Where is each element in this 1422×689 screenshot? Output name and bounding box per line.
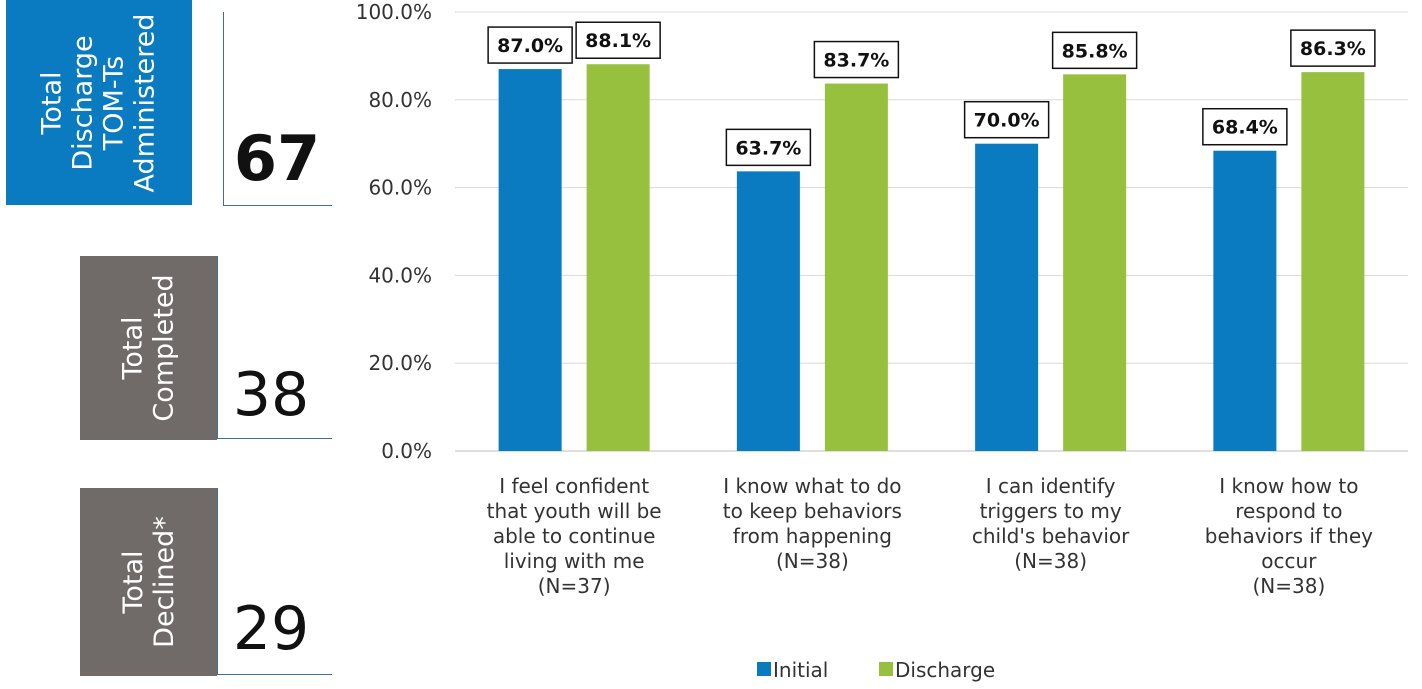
administered-value: 67 bbox=[233, 122, 321, 195]
y-axis-ticks: 0.0% 20.0% 40.0% 60.0% 80.0% 100.0% bbox=[356, 0, 432, 463]
data-label-box bbox=[1051, 31, 1138, 70]
completed-value: 38 bbox=[232, 360, 310, 430]
y-tick-label: 60.0% bbox=[368, 176, 432, 200]
declined-box: Total Declined* bbox=[80, 488, 217, 676]
data-label: 68.4% bbox=[1212, 117, 1278, 139]
data-labels: 87.0% 88.1% 63.7% 83.7% 70.0% 85.8% 68.4% 86.3% bbox=[487, 21, 1376, 167]
completed-box: Total Completed bbox=[80, 256, 217, 440]
data-label: 63.7% bbox=[735, 137, 801, 159]
category-label: I feel confident bbox=[499, 474, 649, 498]
y-tick-label: 40.0% bbox=[368, 263, 432, 287]
data-label-box bbox=[1202, 107, 1288, 146]
category-label: I know how to bbox=[1219, 474, 1358, 498]
data-label: 88.1% bbox=[585, 30, 651, 52]
category-label: able to continue bbox=[493, 524, 656, 548]
declined-value: 29 bbox=[232, 594, 310, 664]
category-label: (N=38) bbox=[1014, 549, 1087, 573]
data-label-box bbox=[1290, 29, 1376, 67]
bar-initial bbox=[498, 69, 562, 451]
data-label: 87.0% bbox=[497, 35, 563, 57]
administered-box: Total Discharge TOM-Ts Administered bbox=[6, 0, 192, 205]
category-label: triggers to my bbox=[980, 499, 1122, 523]
category-label: behaviors if they bbox=[1205, 524, 1373, 548]
data-label-box bbox=[487, 26, 573, 64]
legend-swatch-initial bbox=[757, 662, 771, 676]
data-label: 70.0% bbox=[974, 110, 1040, 132]
bar-initial bbox=[975, 143, 1039, 451]
category-label: from happening bbox=[733, 524, 892, 548]
y-tick-label: 20.0% bbox=[368, 351, 432, 375]
bar-discharge bbox=[1301, 72, 1365, 451]
category-label: I know what to do bbox=[723, 474, 901, 498]
category-label: (N=38) bbox=[776, 549, 849, 573]
data-label-box bbox=[575, 21, 661, 59]
administered-bracket bbox=[223, 12, 332, 206]
category-label: (N=37) bbox=[538, 574, 611, 598]
category-label: that youth will be bbox=[487, 499, 662, 523]
data-label-box bbox=[725, 128, 812, 167]
y-tick-label: 80.0% bbox=[368, 88, 432, 112]
bar-initial bbox=[1213, 150, 1277, 451]
category-label: child's behavior bbox=[972, 524, 1130, 548]
legend: Initial Discharge bbox=[757, 658, 995, 682]
legend-swatch-discharge bbox=[879, 662, 893, 676]
bar-initial bbox=[736, 171, 800, 451]
bars bbox=[498, 64, 1365, 451]
y-tick-label: 100.0% bbox=[356, 0, 432, 24]
category-label: living with me bbox=[504, 549, 645, 573]
category-label: to keep behaviors bbox=[723, 499, 902, 523]
category-label: respond to bbox=[1235, 499, 1342, 523]
bar-discharge bbox=[586, 64, 650, 451]
data-label: 86.3% bbox=[1300, 38, 1366, 60]
category-label: occur bbox=[1261, 549, 1317, 573]
data-label: 83.7% bbox=[823, 50, 889, 72]
bar-discharge bbox=[1063, 74, 1127, 451]
category-label: (N=38) bbox=[1252, 574, 1325, 598]
legend-label-discharge: Discharge bbox=[895, 658, 995, 682]
legend-label-initial: Initial bbox=[773, 658, 828, 682]
declined-bracket bbox=[217, 488, 332, 675]
category-label: I can identify bbox=[986, 474, 1116, 498]
completed-bracket bbox=[217, 256, 332, 439]
y-tick-label: 0.0% bbox=[381, 439, 432, 463]
data-label-box bbox=[813, 40, 900, 79]
bar-discharge bbox=[824, 83, 888, 451]
data-label-box bbox=[963, 100, 1050, 139]
data-label: 85.8% bbox=[1062, 40, 1128, 62]
